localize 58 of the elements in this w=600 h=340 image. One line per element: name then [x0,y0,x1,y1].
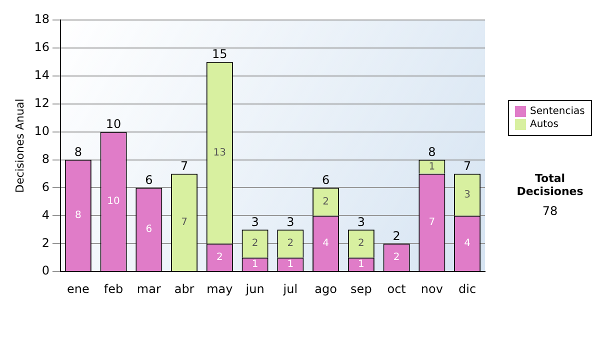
y-tick-label: 8 [42,152,50,166]
x-tick-label: feb [104,282,124,296]
y-tick-label: 16 [34,40,50,54]
y-tick-label: 18 [34,12,50,26]
data-label: 2 [287,238,294,250]
data-label: 2 [358,238,364,250]
total-label: 10 [106,116,122,131]
data-label: 7 [181,217,188,228]
total-label: 8 [74,144,82,159]
y-tick-label: 6 [42,180,50,194]
data-label: 1 [252,258,258,270]
text: 78 [541,204,559,218]
y-tick-label: 4 [42,208,50,222]
data-label: 4 [464,238,470,249]
x-tick-label: jul [282,282,298,296]
y-tick-label: 10 [34,124,50,138]
data-label: 1 [428,161,436,172]
data-label: 8 [74,210,82,222]
x-tick-label: ene [66,282,90,296]
total-label: 3 [286,214,294,229]
text: Total Decisiones [516,172,584,198]
data-label: 10 [107,196,120,208]
x-tick-label: mar [136,282,161,296]
data-label: 1 [287,258,294,270]
y-axis-title: Decisiones Anual [13,98,26,193]
legend-label: Sentencias [530,106,585,117]
data-label: 2 [393,252,400,263]
y-tick-label: 14 [34,68,50,82]
legend-label: Autos [530,119,558,130]
total-label: 7 [463,158,472,173]
total-label: 8 [428,144,436,159]
x-tick-label: jun [244,282,264,296]
x-tick-label: dic [458,282,476,296]
x-tick-label: ago [314,282,337,296]
data-label: 2 [252,238,258,250]
total-label: 6 [322,172,330,187]
total-label: 2 [392,228,400,243]
data-label: 6 [146,224,152,236]
data-label: 2 [216,252,223,263]
x-tick-label: may [206,282,233,296]
x-tick-label: nov [420,282,443,296]
x-tick-label: oct [387,282,406,296]
y-tick-label: 0 [42,264,50,278]
data-label: 3 [464,189,470,200]
total-label: 6 [145,172,153,187]
total-label: 7 [180,158,188,173]
total-label: 15 [212,47,228,62]
x-tick-label: abr [174,282,194,296]
x-tick-label: sep [350,282,372,296]
total-label: 3 [357,214,365,229]
y-tick-label: 2 [42,236,50,250]
data-label: 2 [322,196,329,208]
total-label: 3 [251,214,259,229]
data-label: 1 [358,258,364,270]
data-label: 13 [213,147,226,158]
y-tick-label: 12 [34,96,50,110]
data-label: 4 [322,238,329,249]
data-label: 7 [428,217,436,228]
